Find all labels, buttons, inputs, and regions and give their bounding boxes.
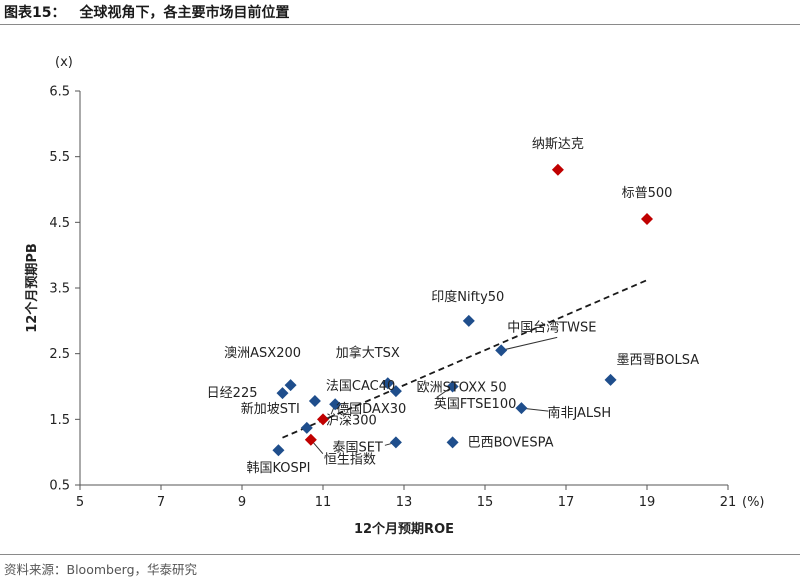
y-tick-label: 6.5 xyxy=(49,85,70,100)
y-tick-label: 0.5 xyxy=(49,479,70,494)
data-point-marker xyxy=(329,398,342,411)
data-point-label: 墨西哥BOLSA xyxy=(617,353,700,368)
data-point-marker xyxy=(446,436,459,449)
figure-number: 图表15： xyxy=(4,5,66,21)
data-point-label: 英国FTSE100 xyxy=(434,397,516,412)
x-tick-label: 11 xyxy=(315,495,332,510)
x-tick-label: 5 xyxy=(76,495,84,510)
data-point-marker xyxy=(276,387,289,400)
figure-title-text: 全球视角下，各主要市场目前位置 xyxy=(79,5,290,21)
data-point-label: 新加坡STI xyxy=(241,401,300,417)
y-tick-label: 4.5 xyxy=(49,216,70,231)
data-point-marker xyxy=(495,344,508,357)
x-axis-title: 12个月预期ROE xyxy=(354,521,454,537)
data-point-label: 中国台湾TWSE xyxy=(507,319,596,335)
data-point-marker xyxy=(446,380,459,393)
y-tick-label: 2.5 xyxy=(49,347,70,362)
data-point-label: 巴西BOVESPA xyxy=(468,435,554,450)
data-point-marker xyxy=(641,213,653,226)
data-point-marker xyxy=(308,394,321,407)
data-point-marker xyxy=(300,421,313,434)
data-point-marker xyxy=(304,433,317,446)
data-point-marker xyxy=(381,377,394,390)
x-unit-label: (%) xyxy=(742,495,765,510)
x-tick-label: 21 xyxy=(720,495,737,510)
data-point-label: 沪深300 xyxy=(326,412,377,428)
y-axis-title: 12个月预期PB xyxy=(24,243,40,333)
data-points xyxy=(272,163,653,457)
data-point-label: 印度Nifty50 xyxy=(431,289,504,305)
x-tick-label: 17 xyxy=(558,495,575,510)
source-note: 资料来源：Bloomberg，华泰研究 xyxy=(4,562,197,577)
bottom-divider xyxy=(0,554,800,555)
data-point-marker xyxy=(389,385,402,398)
x-tick-label: 13 xyxy=(396,495,413,510)
data-point-marker xyxy=(604,373,617,386)
leader-line xyxy=(501,336,558,351)
top-divider xyxy=(0,24,800,25)
x-tick-label: 19 xyxy=(639,495,656,510)
chart-axes: 0.5 1.5 2.5 3.5 4.5 5.5 6.5 5 7 9 11 13 15 17 19 21 (x) (… xyxy=(24,55,765,537)
data-point-label: 韩国KOSPI xyxy=(246,461,310,476)
data-point-marker xyxy=(284,379,297,392)
data-point-label: 泰国SET xyxy=(332,440,382,455)
data-point-label: 加拿大TSX xyxy=(336,345,400,361)
data-point-marker xyxy=(389,436,402,449)
data-point-label: 欧洲STOXX 50 xyxy=(417,381,507,396)
data-point-marker xyxy=(515,402,528,415)
data-point-label: 南非JALSH xyxy=(547,405,611,421)
x-tick-label: 9 xyxy=(238,495,246,510)
data-point-label: 日经225 xyxy=(207,386,258,401)
data-point-marker xyxy=(317,413,329,426)
y-tick-label: 5.5 xyxy=(49,150,70,165)
y-tick-label: 1.5 xyxy=(49,413,70,428)
data-point-label: 纳斯达克 xyxy=(532,137,584,152)
y-unit-label: (x) xyxy=(55,55,73,70)
data-point-label: 德国DAX30 xyxy=(336,402,406,417)
data-point-marker xyxy=(551,163,564,176)
figure-title: 图表15： 全球视角下，各主要市场目前位置 xyxy=(4,2,289,22)
data-point-marker xyxy=(272,444,285,457)
data-point-marker xyxy=(462,314,475,327)
data-point-label: 标普500 xyxy=(622,186,673,201)
data-point-label: 法国CAC40 xyxy=(326,379,395,394)
trendline-layer xyxy=(282,279,648,439)
x-tick-label: 15 xyxy=(477,495,494,510)
data-point-label: 澳洲ASX200 xyxy=(224,345,301,361)
x-tick-label: 7 xyxy=(157,495,165,510)
trendline xyxy=(282,279,648,439)
y-tick-label: 3.5 xyxy=(49,282,70,297)
data-point-label: 恒生指数 xyxy=(324,453,376,468)
